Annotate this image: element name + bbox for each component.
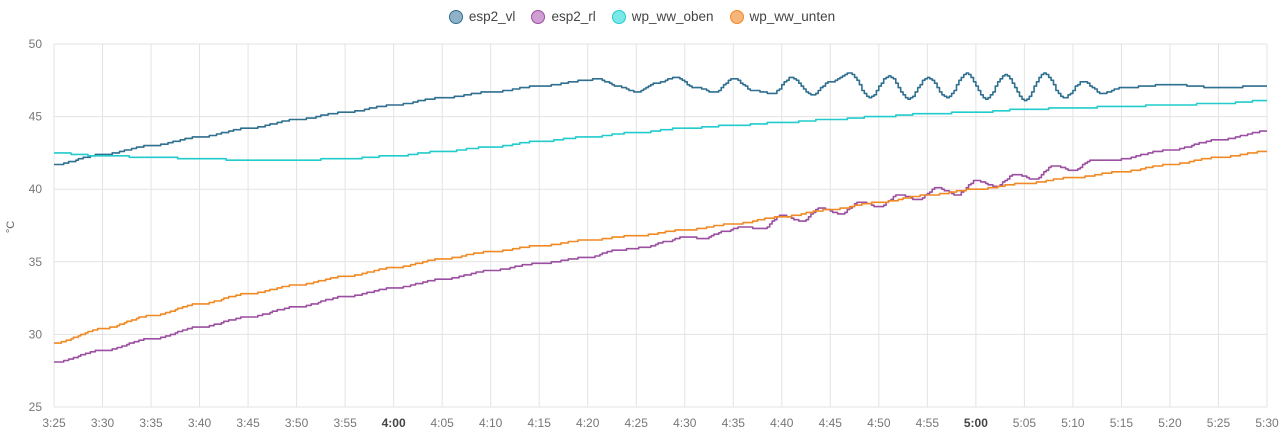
x-tick-label: 4:10: [479, 416, 503, 430]
x-tick-label: 3:50: [285, 416, 309, 430]
x-tick-label: 5:30: [1255, 416, 1279, 430]
x-tick-label: 3:25: [42, 416, 66, 430]
x-tick-label: 5:20: [1158, 416, 1182, 430]
x-tick-label: 3:35: [139, 416, 163, 430]
y-tick-label: 25: [29, 400, 43, 414]
legend-item-wp-ww-oben[interactable]: wp_ww_oben: [611, 9, 714, 24]
legend-label: wp_ww_unten: [749, 9, 836, 24]
x-tick-label: 4:30: [673, 416, 697, 430]
y-tick-label: 45: [29, 110, 43, 124]
x-tick-label: 4:20: [576, 416, 600, 430]
series-line-wp-ww-unten: [54, 150, 1267, 344]
legend-label: esp2_vl: [468, 9, 516, 24]
x-tick-label: 5:10: [1061, 416, 1085, 430]
grid-lines: [53, 43, 1268, 408]
x-tick-label: 5:25: [1207, 416, 1231, 430]
legend-swatch-icon: [448, 9, 463, 24]
legend-item-wp-ww-unten[interactable]: wp_ww_unten: [729, 9, 836, 24]
y-tick-label: 40: [29, 182, 43, 196]
x-tick-label: 4:25: [625, 416, 649, 430]
y-tick-label: 30: [29, 327, 43, 341]
x-tick-label: 3:30: [91, 416, 115, 430]
series-line-esp2-vl: [54, 72, 1267, 166]
x-tick-label: 4:40: [770, 416, 794, 430]
chart-legend: esp2_vl esp2_rl wp_ww_oben wp_ww_unten: [0, 9, 1284, 24]
x-tick-label: 4:45: [819, 416, 843, 430]
legend-label: wp_ww_oben: [631, 9, 714, 24]
x-tick-label: 3:40: [188, 416, 212, 430]
legend-swatch-icon: [611, 9, 626, 24]
legend-item-esp2-vl[interactable]: esp2_vl: [448, 9, 516, 24]
series-line-wp-ww-oben: [54, 99, 1267, 161]
legend-swatch-icon: [729, 9, 744, 24]
x-tick-label: 4:05: [430, 416, 454, 430]
y-tick-label: 35: [29, 255, 43, 269]
x-tick-label: 4:35: [722, 416, 746, 430]
x-tick-label: 4:55: [916, 416, 940, 430]
x-tick-label: 4:50: [867, 416, 891, 430]
x-tick-label: 5:05: [1013, 416, 1037, 430]
y-axis-label: °C: [5, 221, 17, 233]
x-tick-label: 3:45: [236, 416, 260, 430]
series-line-esp2-rl: [54, 130, 1267, 363]
x-tick-label: 4:00: [382, 416, 406, 430]
y-tick-label: 50: [29, 37, 43, 51]
y-axis: 25 30 35 40 45 50: [29, 37, 43, 414]
legend-swatch-icon: [531, 9, 546, 24]
x-tick-label: 5:15: [1110, 416, 1134, 430]
x-tick-label: 3:55: [333, 416, 357, 430]
x-axis: 3:25 3:30 3:35 3:40 3:45 3:50 3:55 4:00 4:05 4:10…: [42, 416, 1279, 430]
x-tick-label: 4:15: [528, 416, 552, 430]
series-lines: [54, 72, 1267, 363]
legend-item-esp2-rl[interactable]: esp2_rl: [531, 9, 596, 24]
x-tick-label: 5:00: [964, 416, 988, 430]
legend-label: esp2_rl: [551, 9, 596, 24]
